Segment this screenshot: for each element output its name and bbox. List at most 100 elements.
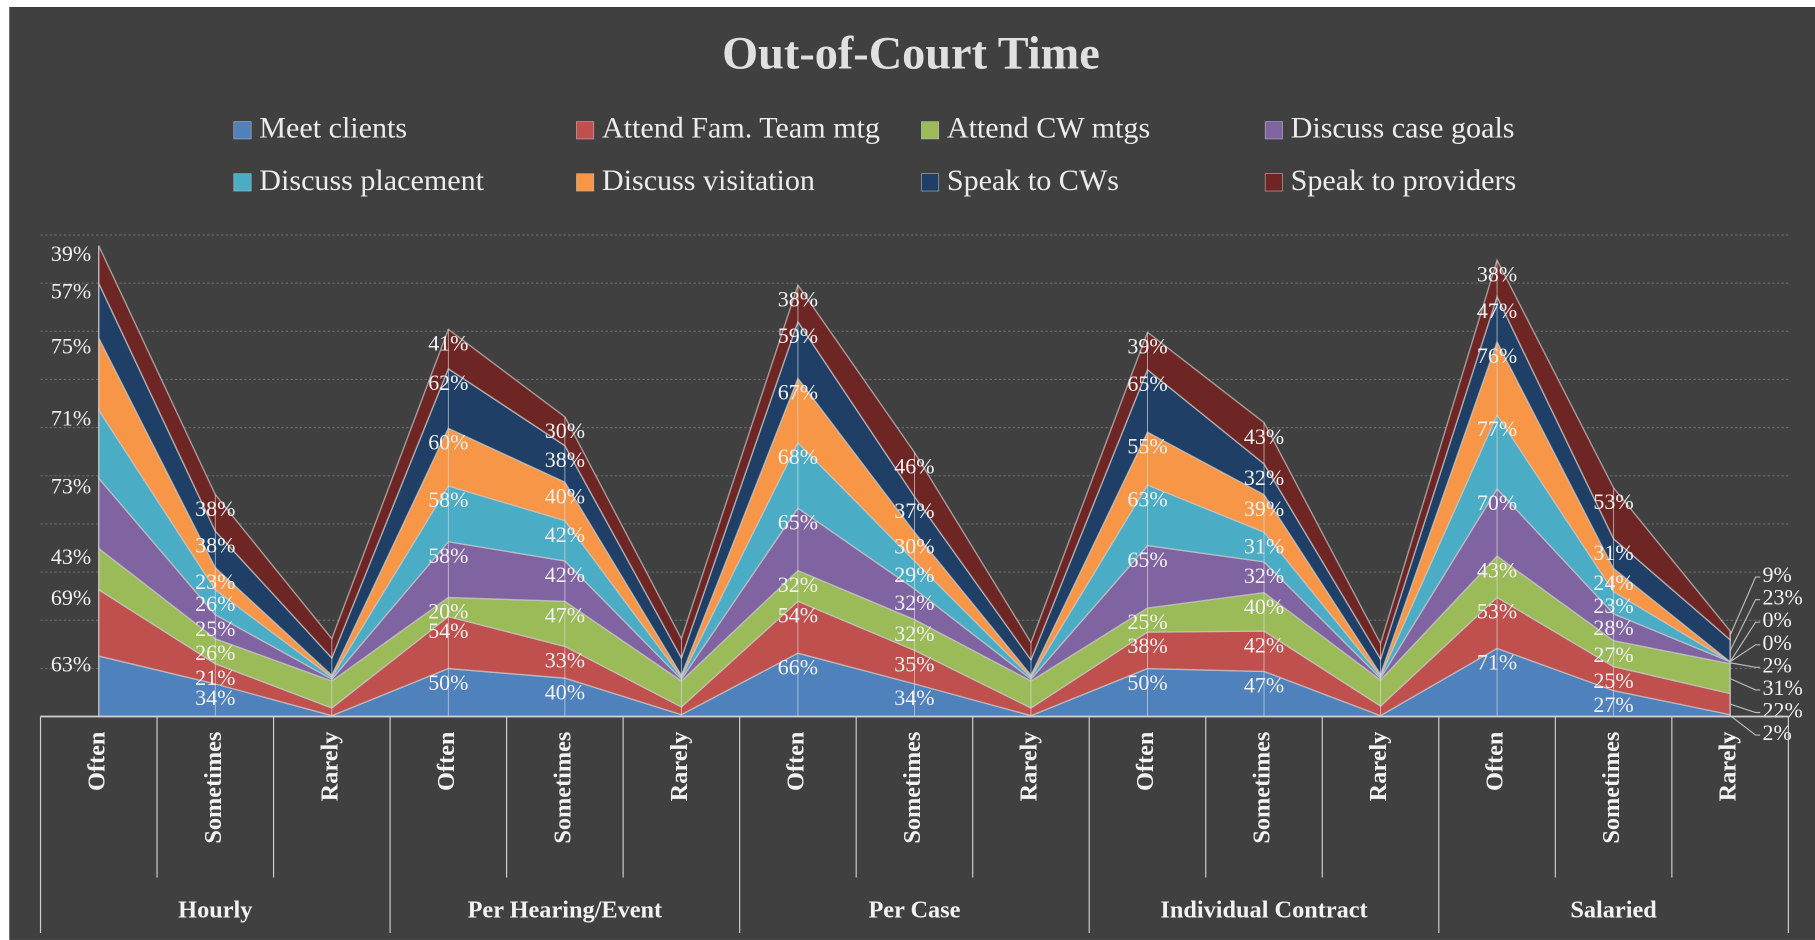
legend-label: Discuss placement (259, 163, 484, 197)
value-label: 30% (894, 533, 934, 558)
value-label: 34% (195, 685, 235, 710)
value-label: 47% (1244, 673, 1284, 698)
value-label: 22% (1763, 698, 1803, 723)
group-label: Individual Contract (1160, 897, 1367, 924)
value-label: 68% (778, 444, 818, 469)
value-label: 41% (428, 331, 468, 356)
value-label: 30% (545, 418, 585, 443)
value-label: 40% (1244, 594, 1284, 619)
leader-line (1730, 662, 1761, 668)
value-label: 32% (1244, 465, 1284, 490)
value-label: 31% (1244, 533, 1284, 558)
value-label: 69% (51, 585, 91, 610)
value-label: 26% (195, 640, 235, 665)
x-tick-label: Often (1482, 731, 1509, 791)
group-label: Per Hearing/Event (468, 897, 663, 924)
legend-swatch (576, 121, 595, 140)
value-label: 25% (1127, 609, 1167, 634)
value-label: 65% (778, 509, 818, 534)
value-label: 50% (1127, 670, 1167, 695)
value-label: 73% (51, 474, 91, 499)
value-label: 39% (1244, 496, 1284, 521)
legend-swatch (1264, 121, 1283, 140)
value-label: 63% (51, 651, 91, 676)
leader-line (1729, 621, 1761, 663)
value-label: 55% (1127, 433, 1167, 458)
x-tick-label: Rarely (1365, 732, 1392, 802)
leader-line (1729, 644, 1761, 663)
value-label: 60% (428, 430, 468, 455)
value-label: 27% (1593, 642, 1633, 667)
x-tick-label: Often (83, 731, 110, 791)
value-label: 2% (1763, 720, 1792, 745)
value-label: 77% (1477, 416, 1517, 441)
value-label: 40% (545, 483, 585, 508)
value-label: 70% (1477, 490, 1517, 515)
value-label: 25% (1593, 668, 1633, 693)
value-label: 32% (894, 621, 934, 646)
leader-line (1729, 703, 1761, 714)
group-label: Hourly (178, 897, 252, 924)
legend-label: Discuss case goals (1291, 111, 1515, 145)
value-label: 65% (1127, 371, 1167, 396)
value-label: 75% (51, 333, 91, 358)
value-label: 9% (1763, 562, 1792, 587)
value-label: 37% (894, 498, 934, 523)
value-label: 32% (778, 572, 818, 597)
value-label: 71% (51, 406, 91, 431)
leader-line (1729, 715, 1761, 736)
value-label: 42% (1244, 632, 1284, 657)
value-label: 40% (545, 679, 585, 704)
value-label: 33% (545, 648, 585, 673)
value-label: 28% (1593, 615, 1633, 640)
value-label: 24% (1593, 570, 1633, 595)
value-label: 58% (428, 487, 468, 512)
value-label: 38% (195, 496, 235, 521)
value-label: 23% (1763, 585, 1803, 610)
leader-line (1729, 678, 1761, 691)
x-tick-label: Rarely (316, 732, 343, 802)
x-tick-label: Sometimes (200, 732, 227, 844)
value-label: 53% (1593, 489, 1633, 514)
value-label: 66% (778, 654, 818, 679)
value-label: 31% (1593, 540, 1633, 565)
legend-swatch (233, 121, 252, 140)
value-label: 39% (1127, 334, 1167, 359)
value-label: 27% (1593, 692, 1633, 717)
value-label: 32% (894, 590, 934, 615)
legend-swatch (921, 173, 940, 192)
value-label: 23% (1593, 593, 1633, 618)
value-label: 35% (894, 652, 934, 677)
legend-label: Meet clients (259, 111, 407, 145)
value-label: 43% (51, 544, 91, 569)
value-label: 63% (1127, 486, 1167, 511)
value-label: 21% (195, 665, 235, 690)
value-label: 34% (894, 685, 934, 710)
value-label: 43% (1477, 557, 1517, 582)
value-label: 38% (195, 532, 235, 557)
x-tick-label: Rarely (666, 732, 693, 802)
legend-swatch (233, 173, 252, 192)
value-label: 57% (51, 279, 91, 304)
legend-swatch (1264, 173, 1283, 192)
value-label: 38% (1477, 261, 1517, 286)
value-label: 59% (778, 323, 818, 348)
legend-label: Attend Fam. Team mtg (602, 111, 880, 145)
value-label: 65% (1127, 547, 1167, 572)
value-label: 32% (1244, 563, 1284, 588)
value-label: 43% (1244, 424, 1284, 449)
value-label: 26% (195, 591, 235, 616)
value-label: 42% (545, 562, 585, 587)
value-label: 54% (778, 603, 818, 628)
chart-title: Out-of-Court Time (722, 29, 1100, 80)
value-label: 47% (1477, 298, 1517, 323)
value-label: 31% (1763, 675, 1803, 700)
value-label: 39% (51, 241, 91, 266)
value-label: 62% (428, 370, 468, 395)
value-label: 54% (428, 618, 468, 643)
value-label: 50% (428, 670, 468, 695)
x-tick-label: Rarely (1016, 732, 1043, 802)
value-label: 0% (1763, 607, 1792, 632)
value-label: 71% (1477, 650, 1517, 675)
